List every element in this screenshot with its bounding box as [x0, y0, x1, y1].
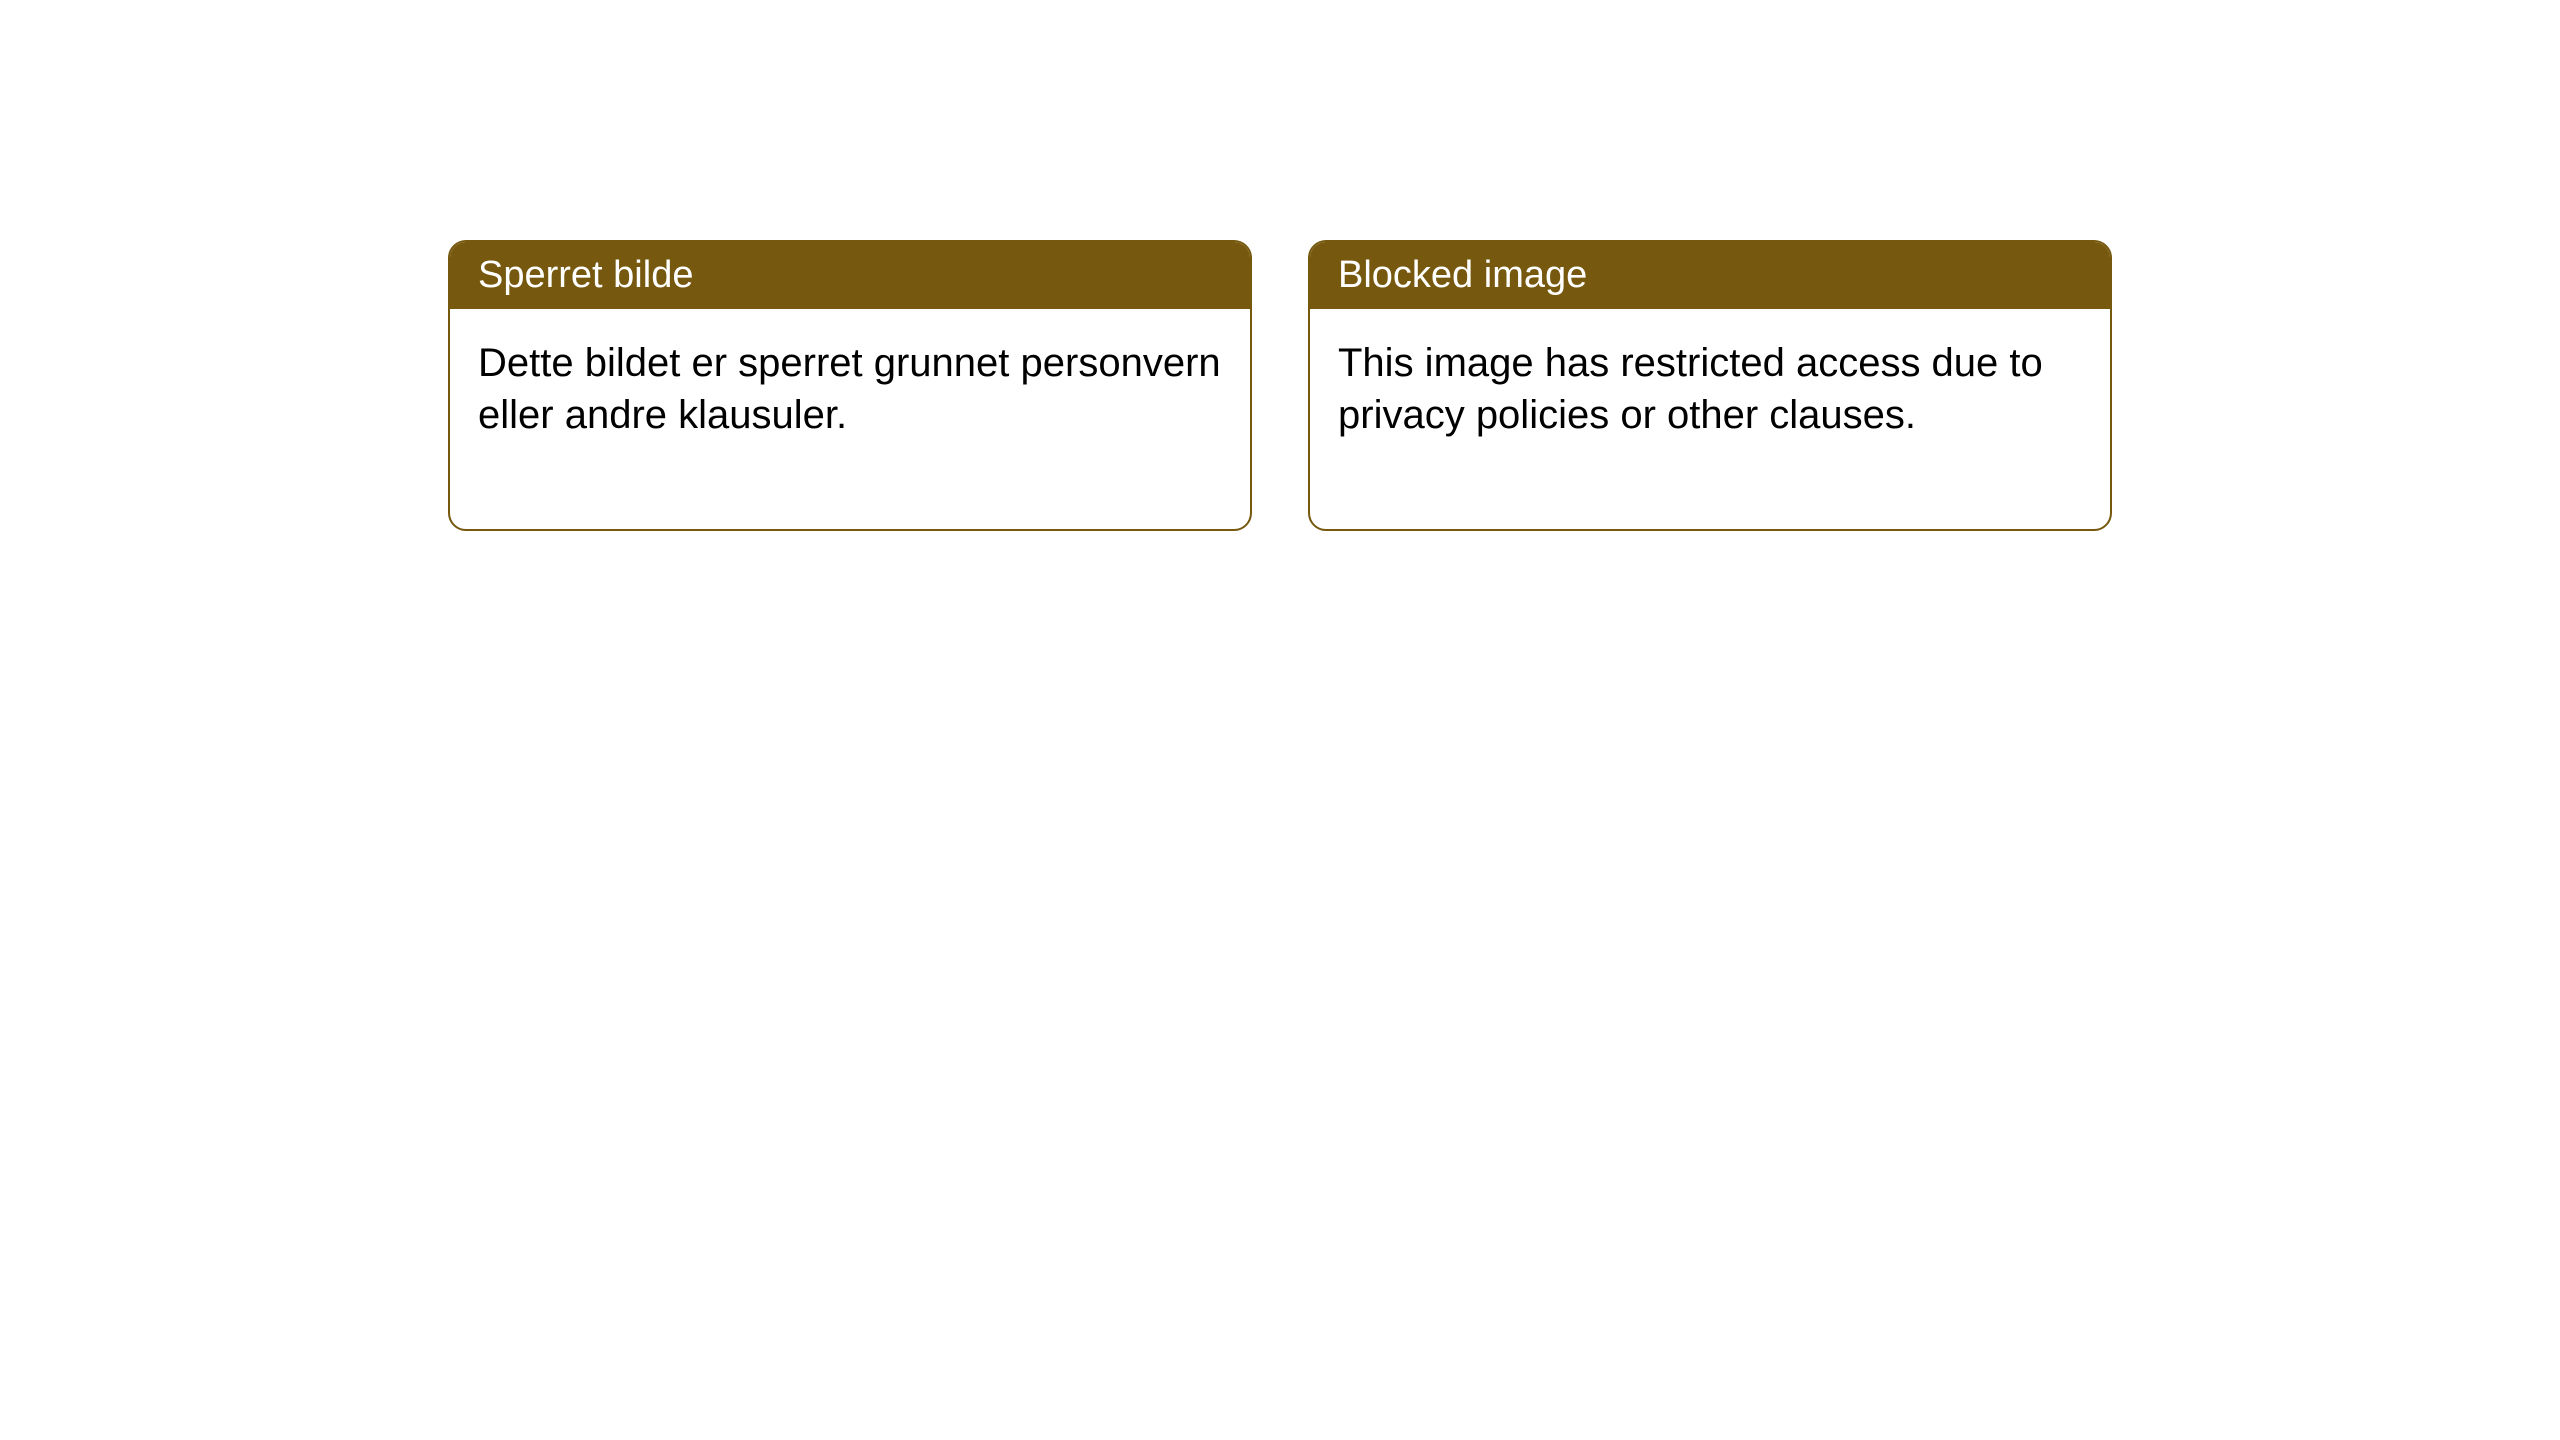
notice-title: Sperret bilde: [478, 254, 693, 296]
notice-card-norwegian: Sperret bilde Dette bildet er sperret gr…: [448, 240, 1252, 531]
notice-header: Sperret bilde: [450, 242, 1250, 309]
notice-body: Dette bildet er sperret grunnet personve…: [450, 309, 1250, 529]
notice-container: Sperret bilde Dette bildet er sperret gr…: [0, 0, 2560, 531]
notice-text: Dette bildet er sperret grunnet personve…: [478, 341, 1221, 437]
notice-header: Blocked image: [1310, 242, 2110, 309]
notice-text: This image has restricted access due to …: [1338, 341, 2043, 437]
notice-card-english: Blocked image This image has restricted …: [1308, 240, 2112, 531]
notice-body: This image has restricted access due to …: [1310, 309, 2110, 529]
notice-title: Blocked image: [1338, 254, 1587, 296]
